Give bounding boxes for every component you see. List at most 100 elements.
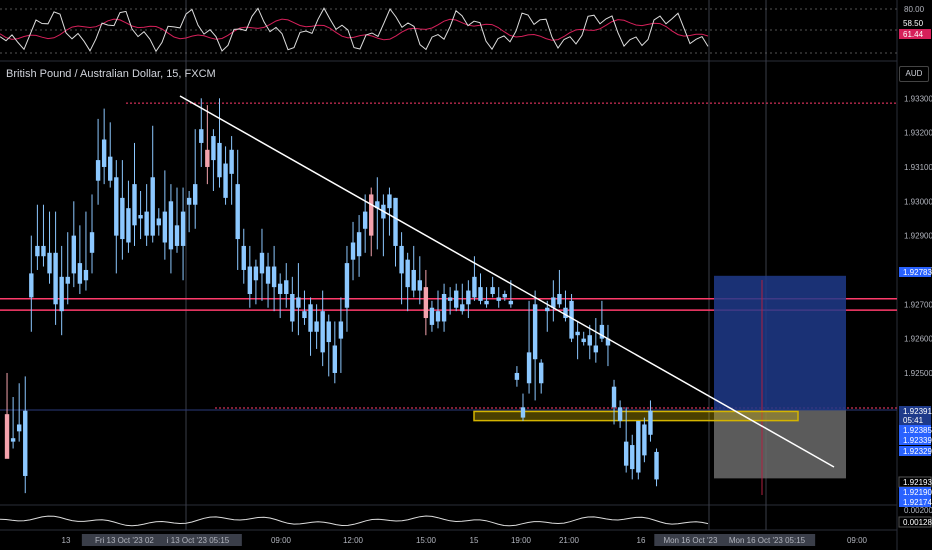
candle	[332, 321, 338, 384]
candle	[284, 263, 289, 308]
candle-body	[83, 269, 89, 281]
volatility-line	[0, 515, 709, 527]
candle-body	[71, 235, 77, 274]
price-axis[interactable]: 1.933001.932001.931001.930001.929001.928…	[898, 5, 932, 528]
candle	[120, 160, 125, 260]
candle-body	[156, 218, 161, 226]
candle-body	[314, 321, 319, 332]
candle	[484, 287, 489, 308]
candle-body	[587, 335, 592, 346]
candle-body	[472, 276, 477, 298]
candle-body	[217, 142, 222, 178]
price-tag-bg	[899, 415, 931, 425]
candle	[429, 300, 435, 332]
candle-body	[259, 252, 265, 274]
candle	[411, 245, 416, 298]
candle	[241, 228, 246, 284]
candle-body	[648, 410, 653, 435]
osc-tag-bg	[899, 29, 931, 39]
long-position-tool[interactable]	[714, 275, 846, 495]
candle	[302, 290, 307, 325]
candle-body	[302, 311, 307, 319]
candle	[83, 211, 89, 291]
candle-body	[636, 421, 641, 473]
candle	[138, 191, 143, 240]
price-tick-label: 1.93000	[904, 197, 932, 206]
currency-button[interactable]: AUD	[899, 66, 929, 82]
candle	[478, 273, 483, 305]
candle	[508, 280, 514, 308]
candle	[41, 204, 46, 267]
price-tag-bg	[899, 425, 931, 435]
candle	[211, 129, 216, 191]
candle	[338, 297, 344, 373]
candle-body	[4, 414, 10, 459]
candle	[199, 98, 204, 167]
price-tag-label: 1.92385	[903, 426, 932, 435]
candle	[593, 318, 599, 363]
candle	[271, 245, 277, 312]
candle	[235, 149, 240, 270]
candle-body	[114, 177, 119, 236]
candle	[108, 122, 113, 188]
candle-body	[199, 129, 204, 143]
support-zone[interactable]	[473, 410, 799, 422]
candle	[59, 245, 64, 336]
symbol-title: British Pound / Australian Dollar, 15, F…	[6, 68, 216, 80]
trendline[interactable]	[179, 95, 835, 468]
candle-body	[356, 232, 362, 257]
price-tick-label: 1.93100	[904, 163, 932, 172]
trendline-segment	[179, 95, 835, 468]
candle-body	[23, 410, 28, 476]
candle-body	[393, 197, 398, 246]
candle-body	[223, 163, 228, 198]
candle-body	[186, 197, 192, 205]
candle	[381, 194, 386, 257]
price-tag-label: 1.92174	[903, 498, 932, 507]
candle-body	[466, 290, 471, 305]
candle	[551, 280, 556, 322]
candle-body	[369, 194, 374, 236]
candle	[538, 359, 544, 394]
candle-body	[460, 304, 465, 312]
time-tick-label: 15:00	[416, 536, 437, 545]
price-tick-label: 1.92900	[904, 232, 932, 241]
candle	[223, 146, 228, 205]
price-tag-bg	[899, 497, 931, 507]
candle	[441, 283, 447, 332]
candle	[617, 400, 623, 428]
candle	[277, 273, 283, 319]
candle-body	[101, 139, 107, 167]
candle	[405, 252, 410, 312]
time-axis[interactable]: 13 Fri 13 Oct '23 02:45 i 13 Oct '23 05:15…	[62, 534, 868, 546]
candle-body	[29, 273, 34, 298]
candle	[526, 300, 532, 394]
candle	[296, 263, 301, 336]
candle-body	[435, 311, 441, 322]
candle	[308, 297, 313, 356]
candle-body	[350, 242, 356, 260]
candle	[77, 225, 83, 294]
candle-body	[211, 136, 216, 161]
candle-body	[35, 245, 40, 257]
take-profit-area	[714, 275, 846, 411]
candle-body	[53, 252, 58, 305]
candle	[114, 160, 119, 274]
time-label-highlight	[154, 534, 242, 546]
candle	[144, 184, 149, 246]
candle-body	[247, 266, 253, 294]
candle	[654, 448, 659, 487]
support-zone-rect	[473, 410, 799, 422]
candle	[642, 417, 647, 463]
time-tick-label: 12:00	[343, 536, 364, 545]
candle-body	[399, 245, 404, 274]
candle-body	[89, 232, 95, 253]
candle	[217, 98, 222, 188]
candle-body	[551, 297, 556, 308]
candle	[314, 304, 319, 349]
candle	[636, 421, 641, 480]
candle-body	[193, 184, 198, 205]
candle-body	[308, 304, 313, 332]
candle-body	[290, 294, 295, 322]
